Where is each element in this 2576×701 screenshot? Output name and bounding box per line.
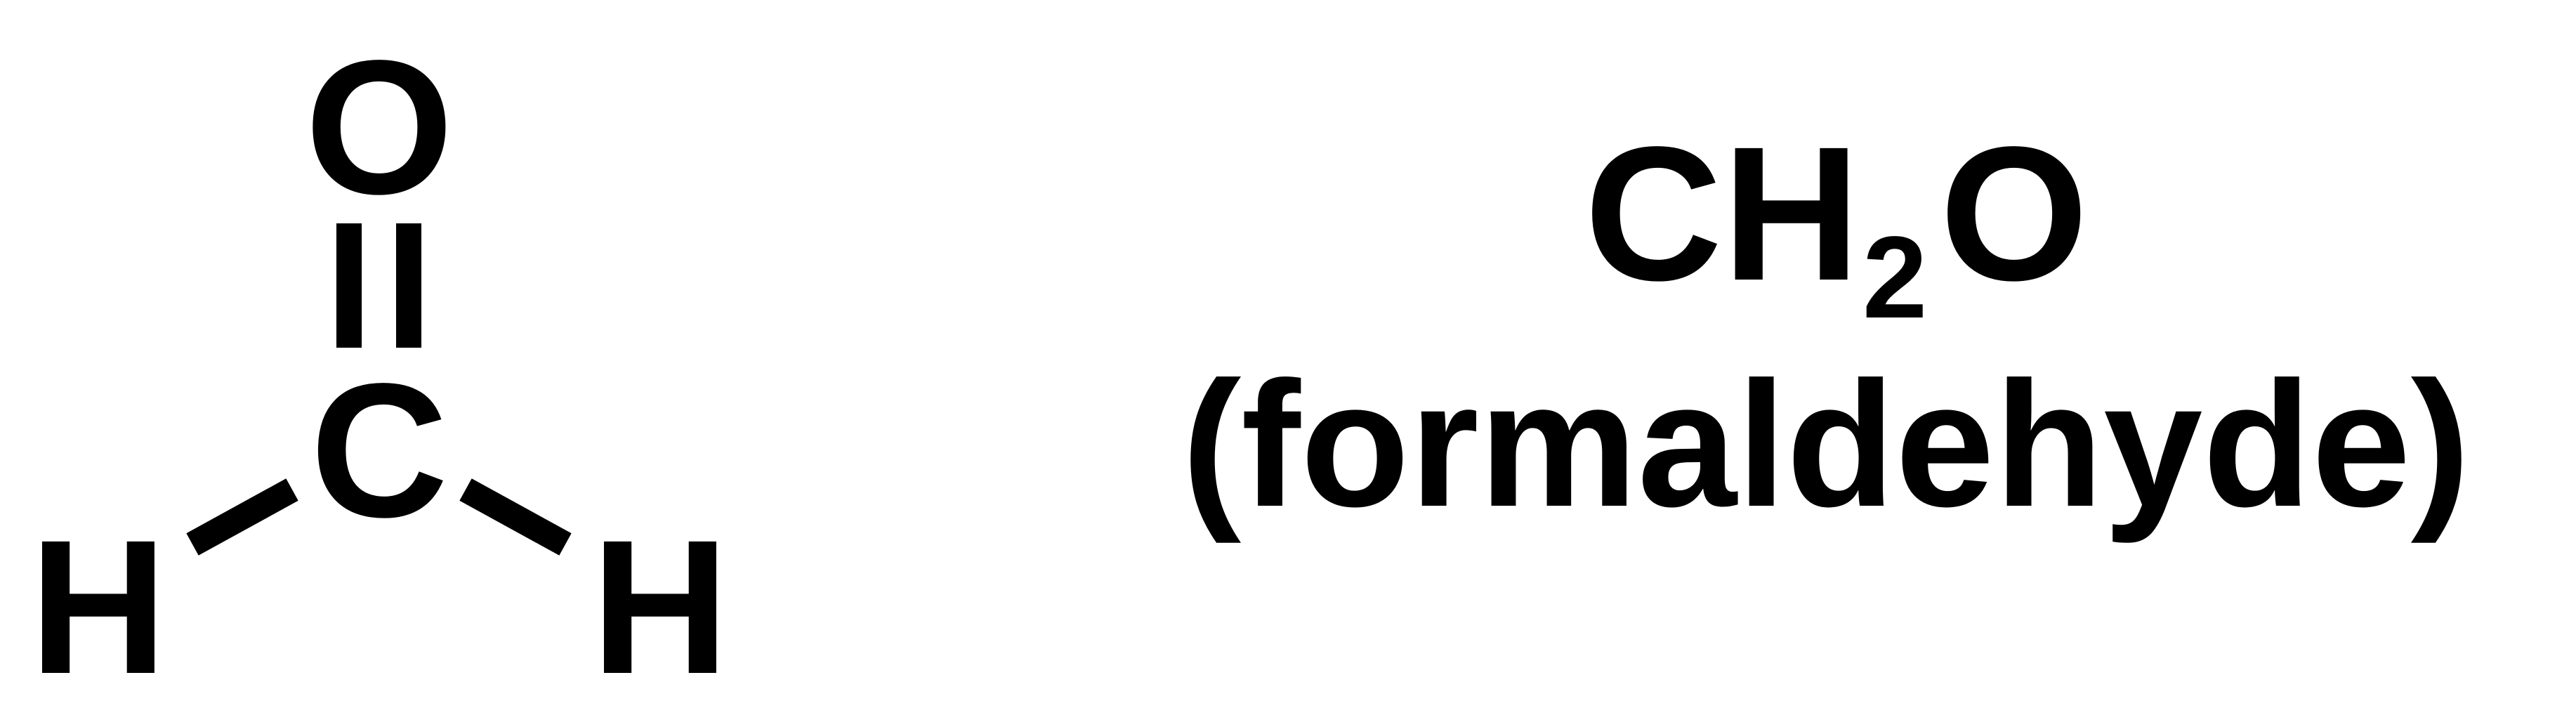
atom-oxygen: O [305,20,454,234]
formula-prefix: CH [1584,107,1860,320]
atom-hydrogen-right: H [591,500,729,701]
formula-suffix: O [1940,107,2089,320]
single-bond-c-h-right [459,478,572,556]
compound-name: (formaldehyde) [1182,344,2471,544]
double-bond-c-o [336,223,421,348]
atom-carbon: C [310,343,448,557]
formula-subscript: 2 [1862,213,1927,343]
atom-hydrogen-left: H [29,500,167,701]
structural-formula: O C H H [29,20,729,701]
molecular-formula: CH 2 O [1584,107,2089,343]
single-bond-c-h-left [186,478,298,556]
